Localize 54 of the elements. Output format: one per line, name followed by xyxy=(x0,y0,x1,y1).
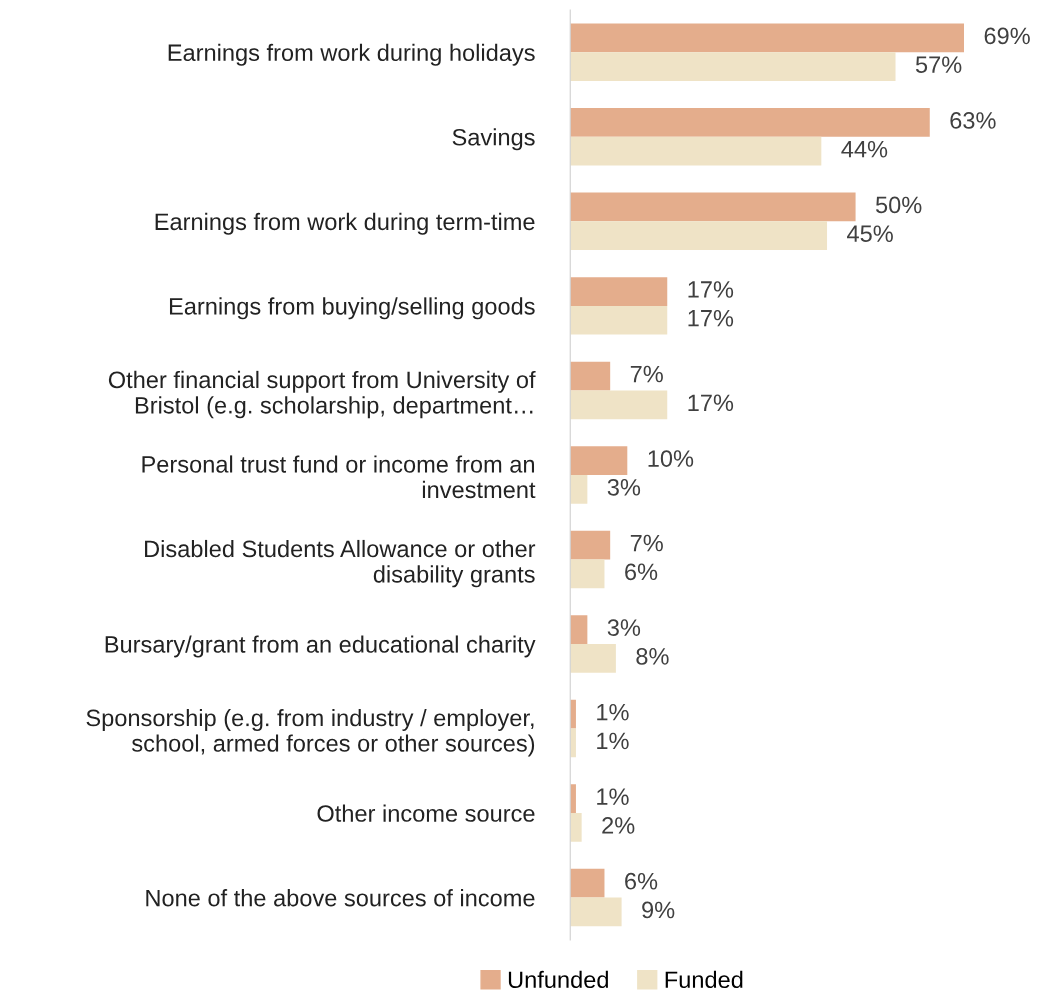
data-label: 50% xyxy=(875,196,922,214)
data-label: 7% xyxy=(630,365,663,383)
data-label: 1% xyxy=(597,788,629,805)
bar xyxy=(570,644,616,673)
data-label: 7% xyxy=(630,534,663,552)
bar xyxy=(570,868,605,898)
data-label: 63% xyxy=(950,112,996,129)
bar xyxy=(570,192,856,222)
bar xyxy=(570,615,588,645)
y-tick-label: Sponsorship (e.g. from industry / employer, school, armed forces or other sources) xyxy=(86,708,535,757)
bar xyxy=(570,446,628,475)
y-tick-label: Personal trust fund or income from an investment xyxy=(142,455,536,499)
data-label: 45% xyxy=(847,225,893,243)
y-tick-label: Disabled Students Allowance or other disability grants xyxy=(145,539,536,588)
bar xyxy=(570,136,822,166)
data-label: 8% xyxy=(636,648,669,665)
data-label: 17% xyxy=(688,309,734,327)
y-tick-label: Other financial support from University of Bristol (e.g. scholarship, department… xyxy=(108,370,536,419)
y-tick-label: None of the above sources of income xyxy=(146,889,535,907)
y-tick-label: Earnings from buying/selling goods xyxy=(169,297,535,320)
bar xyxy=(570,813,582,842)
bar xyxy=(570,221,828,251)
bar xyxy=(570,530,611,560)
data-label: 57% xyxy=(915,56,962,73)
bar xyxy=(570,305,668,335)
bar xyxy=(570,23,964,53)
bar xyxy=(570,474,588,504)
bar xyxy=(570,390,668,420)
data-label: 44% xyxy=(841,140,888,158)
y-tick-label: Earnings from work during term-time xyxy=(155,212,535,235)
data-label: 17% xyxy=(688,281,734,298)
y-tick-label: Other income source xyxy=(317,804,535,822)
legend-label: Funded xyxy=(665,970,743,989)
data-label: 6% xyxy=(625,872,658,890)
data-label: 3% xyxy=(607,478,641,496)
data-label: 17% xyxy=(688,394,734,412)
y-tick-label: Earnings from work during holidays xyxy=(168,43,535,66)
data-label: 2% xyxy=(602,817,635,834)
data-label: 3% xyxy=(607,619,641,636)
data-label: 1% xyxy=(597,703,629,721)
data-label: 1% xyxy=(597,732,629,750)
bar xyxy=(570,277,668,306)
bar xyxy=(570,897,622,927)
bar xyxy=(570,52,896,82)
data-label: 10% xyxy=(648,450,694,467)
bar xyxy=(570,108,930,137)
bar xyxy=(570,559,605,589)
data-label: 69% xyxy=(984,27,1030,45)
bar xyxy=(570,361,611,391)
y-tick-label: Bursary/grant from an educational charity xyxy=(105,635,536,658)
legend-label: Unfunded xyxy=(508,970,608,989)
data-label: 6% xyxy=(625,563,658,581)
y-tick-label: Savings xyxy=(452,128,535,151)
data-label: 9% xyxy=(642,901,675,919)
